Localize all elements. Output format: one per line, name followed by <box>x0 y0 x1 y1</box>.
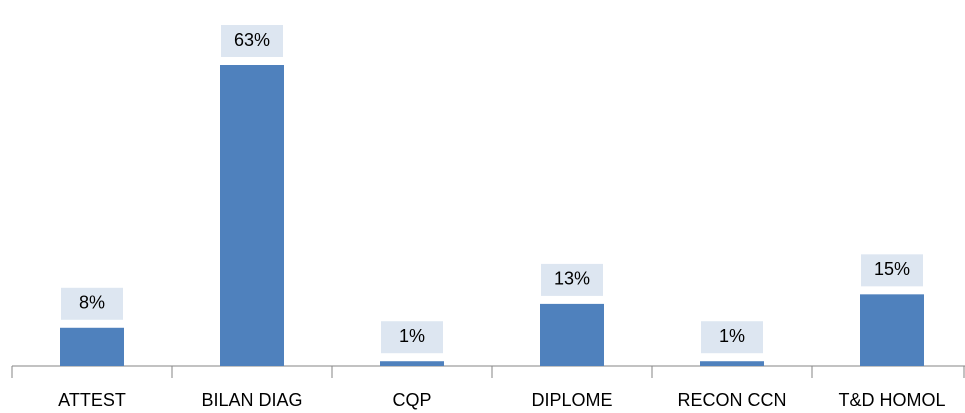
value-label-bg <box>381 321 443 354</box>
bar <box>60 327 124 366</box>
value-label-bg <box>701 321 763 354</box>
x-tick-label: RECON CCN <box>677 390 786 410</box>
bar <box>220 65 284 366</box>
value-label-bg <box>221 25 283 57</box>
value-label-bg <box>61 287 123 320</box>
value-label: 13% <box>554 269 590 289</box>
bar <box>700 361 764 366</box>
x-tick-label: BILAN DIAG <box>201 390 302 410</box>
value-label: 1% <box>399 326 425 346</box>
bar <box>540 303 604 366</box>
x-tick-label: DIPLOME <box>531 390 612 410</box>
bar <box>860 294 924 366</box>
x-tick-label: CQP <box>392 390 431 410</box>
value-label: 15% <box>874 259 910 279</box>
value-label: 1% <box>719 326 745 346</box>
x-tick-label: ATTEST <box>58 390 126 410</box>
value-label-bg <box>861 254 923 287</box>
value-label-bg <box>541 263 603 296</box>
bar <box>380 361 444 366</box>
value-label: 8% <box>79 293 105 313</box>
value-label: 63% <box>234 30 270 50</box>
x-tick-label: T&D HOMOL <box>838 390 945 410</box>
